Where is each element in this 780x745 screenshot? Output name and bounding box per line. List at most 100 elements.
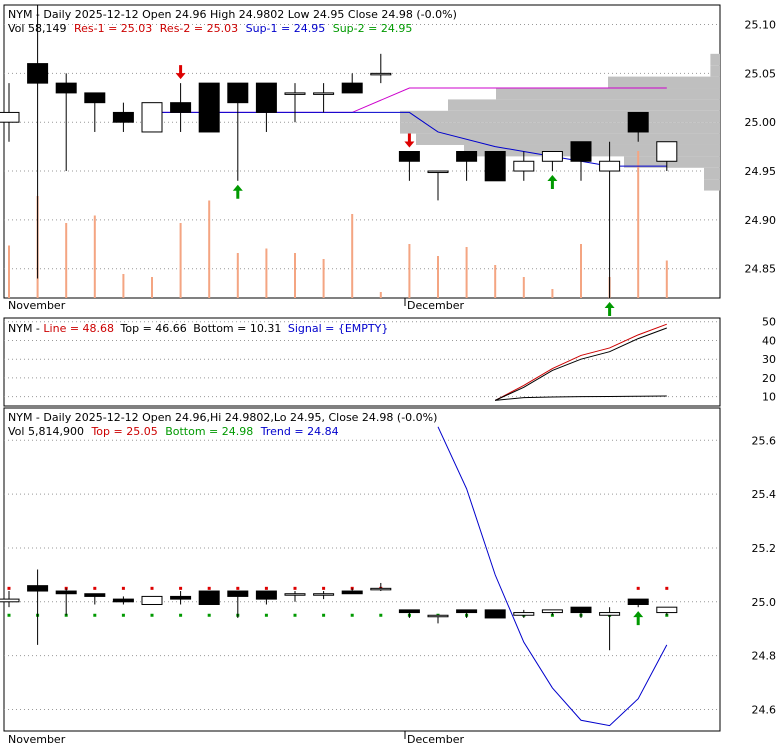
trend-bottom-label: Bottom = 24.98 — [165, 425, 253, 438]
volume-bar — [179, 223, 182, 298]
top-dot — [121, 586, 125, 590]
signal-arrows — [175, 65, 615, 316]
price-y-axis: 24.85 24.90 24.95 25.00 25.05 25.10 — [745, 19, 777, 276]
trend-tick-label: 25.2 — [752, 542, 777, 555]
sell-arrow — [404, 133, 415, 148]
top-dot — [293, 586, 297, 590]
candle-body — [198, 82, 220, 133]
volume-bar — [65, 223, 68, 298]
volume-profile-bar — [624, 156, 720, 168]
candle-body — [513, 160, 535, 172]
candle-body — [27, 63, 49, 84]
volume-profile-bar — [608, 76, 720, 89]
trend-panel: 24.6 24.8 25.0 25.2 25.4 25.6 NYM - Daily 202… — [0, 407, 777, 745]
signal-label: Signal = {EMPTY} — [288, 322, 389, 335]
indicator-panel: 10 20 30 40 50 NYM - Line = 48.68 Top = 46.6… — [3, 316, 776, 407]
bottom-dot — [150, 613, 154, 617]
trend-tick-label: 25.6 — [752, 434, 777, 447]
candle-body — [84, 92, 106, 104]
res2-label: Res-2 = 25.03 — [160, 22, 238, 35]
volume-bar — [494, 265, 497, 298]
volume-bar — [208, 200, 211, 298]
candle-body — [141, 102, 163, 133]
trend-line — [437, 426, 668, 727]
trend-tick-label: 25.0 — [752, 596, 777, 609]
trend-candle-body — [570, 606, 592, 614]
trend-candle-body — [112, 598, 134, 603]
sell-arrow — [175, 65, 186, 80]
candle-body — [341, 82, 363, 94]
volume-bar — [236, 253, 239, 298]
candle-body — [398, 151, 420, 162]
volume-bar — [465, 247, 468, 298]
trend-candle-body — [284, 593, 306, 596]
volume-bar — [637, 151, 640, 298]
trend-candle-body — [27, 585, 49, 592]
volume-bar — [522, 277, 525, 298]
indicator-series-bottom — [495, 395, 667, 401]
bottom-dot — [264, 613, 268, 617]
trend-panel-frame — [3, 407, 721, 732]
price-panel: 24.85 24.90 24.95 25.00 25.05 25.10 NYM - Dai… — [0, 4, 777, 316]
volume-bar — [265, 248, 268, 298]
candle-body — [313, 92, 335, 95]
indicator-header: NYM - Line = 48.68 Top = 46.66 Bottom = … — [8, 322, 388, 335]
volume-bar — [93, 215, 96, 298]
top-dot — [264, 586, 268, 590]
volume-bar — [351, 214, 354, 298]
top-dot — [236, 586, 240, 590]
trend-candle-body — [170, 595, 192, 600]
bottom-label: Bottom = 10.31 — [193, 322, 281, 335]
trend-candle-body — [513, 612, 535, 616]
volume-bar — [437, 256, 439, 298]
price-tick-label: 24.95 — [745, 165, 777, 178]
trend-candle-body — [427, 614, 449, 618]
trend-candle-body — [198, 590, 220, 605]
price-header-title: NYM - Daily 2025-12-12 Open 24.96 High 2… — [8, 8, 457, 21]
candle-body — [570, 141, 592, 162]
bottom-dot — [121, 613, 125, 617]
indicator-tick-label: 20 — [762, 372, 776, 385]
trend-candle-body — [398, 609, 420, 614]
volume-profile-bar — [710, 65, 720, 77]
volume-profile-bar — [704, 179, 720, 191]
candle-body — [227, 82, 249, 104]
line-label: Line = 48.68 — [43, 322, 114, 335]
volume-profile-bar — [416, 133, 720, 145]
trend-candle-body — [55, 590, 77, 595]
trend-vol-label: Vol 5,814,900 — [8, 425, 84, 438]
top-dot — [207, 586, 211, 590]
sup1-label: Sup-1 = 24.95 — [246, 22, 326, 35]
candle-body — [456, 151, 478, 162]
trend-header-title: NYM - Daily 2025-12-12 Open 24.96,Hi 24.… — [8, 411, 437, 424]
candle-body — [55, 82, 77, 94]
bottom-dot — [93, 613, 97, 617]
candle-body — [484, 151, 506, 182]
candle-body — [0, 111, 20, 123]
trend-x-label-december: December — [407, 733, 465, 745]
volume-bar — [408, 244, 411, 298]
volume-bar — [8, 245, 10, 298]
top-dot — [636, 586, 640, 590]
trend-y-axis: 24.6 24.8 25.0 25.2 25.4 25.6 — [752, 434, 777, 716]
trend-candle-body — [341, 590, 363, 595]
top-label: Top = 46.66 — [120, 322, 187, 335]
candle-body — [255, 82, 277, 113]
candle-body — [427, 170, 449, 174]
sup2-label: Sup-2 = 24.95 — [333, 22, 413, 35]
indicator-prefix: NYM - — [8, 322, 43, 335]
bottom-dot — [207, 613, 211, 617]
trend-grid — [4, 439, 720, 710]
bottom-dot — [293, 613, 297, 617]
indicator-tick-label: 10 — [762, 391, 776, 404]
candle-body — [599, 160, 621, 172]
price-tick-label: 25.10 — [745, 19, 777, 32]
volume-profile — [400, 53, 720, 191]
volume-profile-bar — [400, 110, 720, 123]
volume-profile-bar — [710, 53, 720, 66]
trend-header-stats: Vol 5,814,900 Top = 25.05 Bottom = 24.98… — [8, 425, 339, 438]
vol-label: Vol 58,149 — [8, 22, 66, 35]
indicator-y-axis: 10 20 30 40 50 — [762, 316, 776, 404]
buy-arrow — [232, 184, 243, 199]
